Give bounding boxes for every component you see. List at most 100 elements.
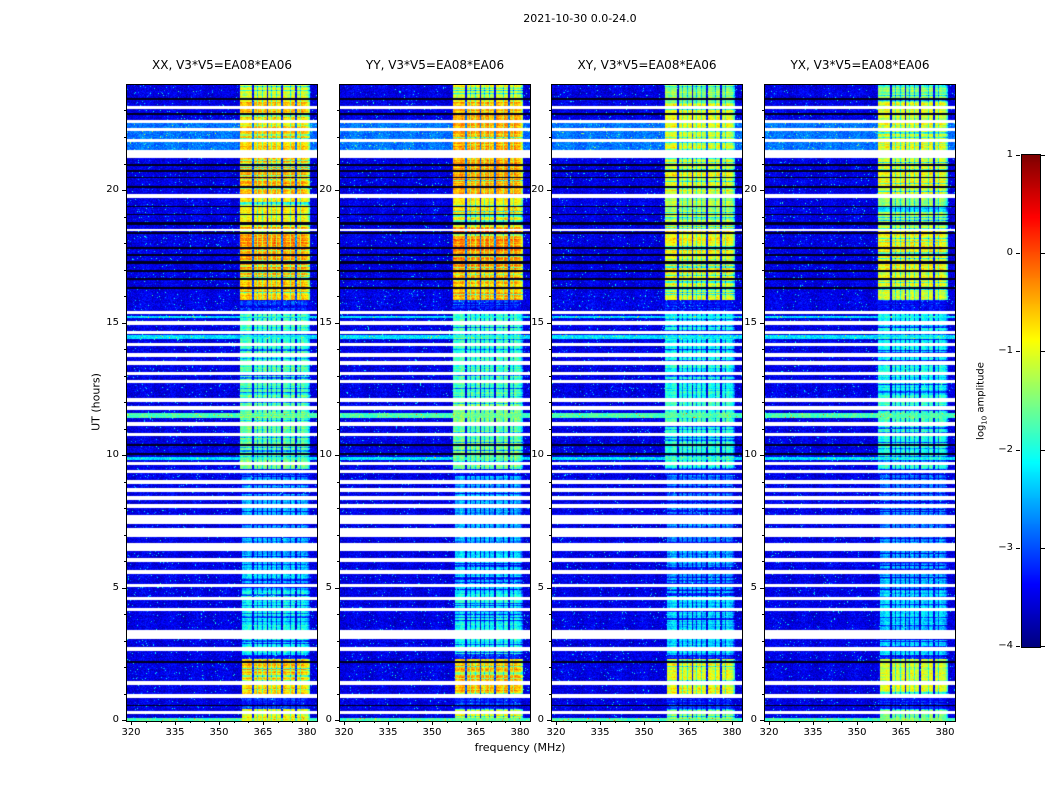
y-minor-tick [762, 376, 764, 377]
y-major-tick [547, 720, 551, 721]
y-minor-tick [124, 614, 126, 615]
plot-frame-xx [126, 84, 318, 722]
panel-title-yy: YY, V3*V5=EA08*EA06 [365, 58, 505, 72]
y-minor-tick [762, 508, 764, 509]
y-minor-tick [124, 270, 126, 271]
x-minor-tick [586, 721, 587, 723]
y-minor-tick [337, 296, 339, 297]
y-tick-label: 15 [744, 317, 757, 328]
y-minor-tick [762, 641, 764, 642]
x-tick-label: 365 [466, 727, 486, 738]
y-major-tick [760, 720, 764, 721]
x-major-tick [945, 721, 946, 725]
y-major-tick [335, 323, 339, 324]
colorbar-tick [1041, 450, 1045, 451]
y-axis-label: UT (hours) [89, 373, 103, 431]
y-minor-tick [337, 243, 339, 244]
y-minor-tick [124, 164, 126, 165]
y-minor-tick [337, 164, 339, 165]
y-minor-tick [124, 694, 126, 695]
y-major-tick [122, 720, 126, 721]
x-minor-tick [234, 721, 235, 723]
y-minor-tick [337, 376, 339, 377]
y-tick-label: 15 [106, 317, 119, 328]
x-tick-label: 380 [722, 727, 742, 738]
plot-frame-yx [764, 84, 956, 722]
y-major-tick [122, 455, 126, 456]
y-minor-tick [124, 561, 126, 562]
colorbar-canvas [1022, 155, 1040, 647]
y-minor-tick [762, 217, 764, 218]
y-minor-tick [337, 641, 339, 642]
x-major-tick [688, 721, 689, 725]
y-minor-tick [337, 429, 339, 430]
x-major-tick [556, 721, 557, 725]
x-tick-label: 335 [803, 727, 823, 738]
y-minor-tick [549, 270, 551, 271]
y-minor-tick [124, 349, 126, 350]
x-major-tick [769, 721, 770, 725]
colorbar-tick [1016, 548, 1020, 549]
y-minor-tick [549, 349, 551, 350]
x-minor-tick [872, 721, 873, 723]
y-minor-tick [337, 349, 339, 350]
panel-title-xx: XX, V3*V5=EA08*EA06 [152, 58, 292, 72]
y-minor-tick [762, 561, 764, 562]
y-minor-tick [549, 376, 551, 377]
x-minor-tick [673, 721, 674, 723]
colorbar-tick-label: −1 [998, 345, 1013, 356]
colorbar-tick-label: 0 [1006, 247, 1013, 258]
y-minor-tick [762, 243, 764, 244]
x-minor-tick [629, 721, 630, 723]
plot-frame-xy [551, 84, 743, 722]
colorbar-label: log10 amplitude [976, 362, 989, 440]
panel-yx: YX, V3*V5=EA08*EA06 [764, 56, 956, 756]
y-major-tick [335, 720, 339, 721]
x-tick-label: 320 [546, 727, 566, 738]
y-minor-tick [337, 614, 339, 615]
x-minor-tick [703, 721, 704, 723]
y-minor-tick [124, 243, 126, 244]
x-tick-label: 350 [634, 727, 654, 738]
x-major-tick [644, 721, 645, 725]
x-major-tick [476, 721, 477, 725]
y-minor-tick [549, 508, 551, 509]
x-major-tick [344, 721, 345, 725]
x-minor-tick [799, 721, 800, 723]
x-tick-label: 335 [165, 727, 185, 738]
figure-title: 2021-10-30 0.0-24.0 [523, 12, 637, 25]
x-tick-label: 365 [253, 727, 273, 738]
y-minor-tick [337, 137, 339, 138]
y-tick-label: 20 [744, 184, 757, 195]
x-minor-tick [248, 721, 249, 723]
x-minor-tick [447, 721, 448, 723]
x-minor-tick [842, 721, 843, 723]
colorbar-tick-label: −3 [998, 542, 1013, 553]
colorbar-tick [1041, 646, 1045, 647]
y-major-tick [547, 588, 551, 589]
y-minor-tick [762, 694, 764, 695]
x-tick-label: 380 [510, 727, 530, 738]
x-major-tick [857, 721, 858, 725]
colorbar-tick [1041, 548, 1045, 549]
colorbar-tick [1041, 351, 1045, 352]
y-tick-label: 0 [112, 714, 119, 725]
y-major-tick [335, 455, 339, 456]
x-minor-tick [916, 721, 917, 723]
y-minor-tick [124, 667, 126, 668]
panel-xy: XY, V3*V5=EA08*EA06 [551, 56, 743, 756]
y-minor-tick [549, 243, 551, 244]
colorbar-tick-label: 1 [1006, 149, 1013, 160]
y-minor-tick [549, 164, 551, 165]
x-minor-tick [505, 721, 506, 723]
y-tick-label: 20 [106, 184, 119, 195]
y-minor-tick [549, 641, 551, 642]
x-minor-tick [930, 721, 931, 723]
y-major-tick [760, 323, 764, 324]
y-minor-tick [762, 296, 764, 297]
x-minor-tick [161, 721, 162, 723]
panel-xx: XX, V3*V5=EA08*EA06 [126, 56, 318, 756]
colorbar-tick-label: −2 [998, 444, 1013, 455]
y-minor-tick [124, 376, 126, 377]
y-major-tick [760, 588, 764, 589]
